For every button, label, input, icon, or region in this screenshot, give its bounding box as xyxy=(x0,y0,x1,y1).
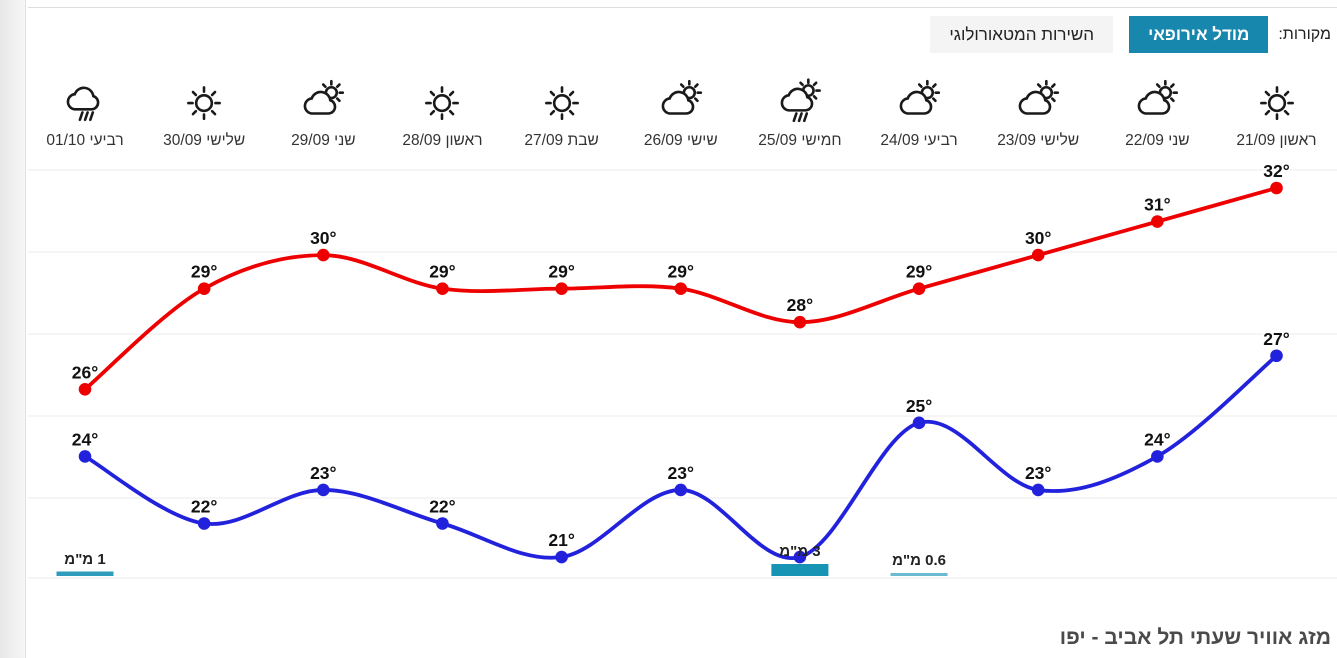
low-temp-label: 22° xyxy=(191,497,217,517)
day-column: שישי 26/09 xyxy=(626,76,736,162)
day-column: ראשון 21/09 xyxy=(1222,76,1332,162)
tab-european-model[interactable]: מודל אירופאי xyxy=(1129,16,1269,53)
precipitation-bar xyxy=(56,571,114,576)
low-temp-label: 25° xyxy=(906,396,932,416)
page-scrollbar[interactable] xyxy=(0,0,26,658)
sunny-icon xyxy=(1259,86,1294,121)
precipitation-bar xyxy=(771,564,829,576)
sources-header: מקורות: מודל אירופאי השירות המטאורולוגי xyxy=(914,16,1331,53)
day-date-label: שישי 26/09 xyxy=(643,132,718,149)
high-temp-point[interactable] xyxy=(197,282,211,295)
day-date-label: שלישי 23/09 xyxy=(997,132,1080,149)
high-temp-point[interactable] xyxy=(555,282,568,295)
low-temp-point[interactable] xyxy=(78,450,92,463)
top-divider xyxy=(28,7,1337,8)
rain-icon xyxy=(66,86,100,122)
low-temp-label: 23° xyxy=(1025,463,1051,483)
day-column: שבת 27/09 xyxy=(507,76,617,162)
low-temp-label: 23° xyxy=(668,463,694,483)
high-temp-point[interactable] xyxy=(1031,248,1045,262)
partly-cloudy-icon xyxy=(1137,79,1179,115)
day-date-label: שבת 27/09 xyxy=(524,132,599,149)
low-temp-point[interactable] xyxy=(436,517,449,530)
sources-label: מקורות: xyxy=(1278,25,1331,43)
high-temp-point[interactable] xyxy=(793,315,807,329)
low-temp-label: 24° xyxy=(72,429,98,449)
day-date-label: רביעי 24/09 xyxy=(880,132,958,149)
day-date-label: ראשון 28/09 xyxy=(402,132,483,149)
day-date-label: חמישי 25/09 xyxy=(758,132,842,149)
low-temp-label: 27° xyxy=(1263,329,1289,349)
tab-meteorological-service[interactable]: השירות המטאורולוגי xyxy=(930,16,1114,53)
low-temp-point[interactable] xyxy=(912,416,926,430)
high-temp-label: 31° xyxy=(1144,195,1170,215)
precipitation-bar xyxy=(890,573,948,576)
low-temp-point[interactable] xyxy=(1151,450,1164,463)
partly-cloudy-icon xyxy=(899,79,941,115)
sunny-icon xyxy=(187,86,222,121)
day-date-label: שלישי 30/09 xyxy=(163,132,246,149)
day-date-label: שני 29/09 xyxy=(291,132,356,149)
gridlines xyxy=(28,169,1337,579)
low-temp-label: 23° xyxy=(310,463,336,483)
partly-cloudy-icon xyxy=(303,79,345,115)
sunny-icon xyxy=(425,86,460,121)
day-column: רביעי 24/09 xyxy=(864,76,974,162)
high-temp-label: 29° xyxy=(191,262,217,282)
low-temp-label: 21° xyxy=(548,530,574,550)
low-temp-point[interactable] xyxy=(793,550,807,564)
high-temp-label: 28° xyxy=(787,295,813,315)
day-column: שלישי 30/09 xyxy=(149,76,259,162)
high-temp-label: 30° xyxy=(1025,228,1051,248)
day-column: שני 22/09 xyxy=(1102,76,1212,162)
sun-shower-icon xyxy=(780,78,821,123)
high-temp-point[interactable] xyxy=(317,248,330,262)
day-column: חמישי 25/09 xyxy=(745,76,855,162)
low-temp-point[interactable] xyxy=(197,517,211,530)
day-column: ראשון 28/09 xyxy=(387,76,497,162)
sunny-icon xyxy=(544,86,579,121)
low-temp-label: 24° xyxy=(1144,429,1170,449)
day-date-label: ראשון 21/09 xyxy=(1236,132,1317,149)
partly-cloudy-icon xyxy=(661,79,702,115)
high-temp-label: 32° xyxy=(1263,161,1289,181)
high-temp-label: 29° xyxy=(906,262,932,282)
low-temp-point[interactable] xyxy=(1031,483,1045,497)
high-temp-label: 29° xyxy=(668,262,694,282)
partly-cloudy-icon xyxy=(1018,79,1060,115)
low-temp-point[interactable] xyxy=(317,483,330,497)
low-temp-point[interactable] xyxy=(1270,349,1283,363)
day-date-label: רביעי 01/10 xyxy=(46,132,124,149)
high-temp-label: 30° xyxy=(310,228,336,248)
high-temp-point[interactable] xyxy=(912,282,926,295)
high-temp-point[interactable] xyxy=(1270,181,1283,195)
high-temp-label: 29° xyxy=(429,262,455,282)
low-temp-point[interactable] xyxy=(555,550,568,564)
high-temp-point[interactable] xyxy=(1151,215,1164,228)
high-temp-point[interactable] xyxy=(436,282,449,295)
high-temp-point[interactable] xyxy=(674,282,688,295)
high-temp-point[interactable] xyxy=(78,383,92,396)
day-column: שני 29/09 xyxy=(268,76,378,162)
day-date-label: שני 22/09 xyxy=(1125,132,1190,149)
high-temp-label: 29° xyxy=(548,262,574,282)
low-temp-label: 22° xyxy=(429,497,455,517)
low-temp-line xyxy=(83,353,1279,561)
day-column: רביעי 01/10 xyxy=(30,76,140,162)
day-column: שלישי 23/09 xyxy=(983,76,1093,162)
page-title: מזג אוויר שעתי תל אביב - יפו xyxy=(1059,626,1331,649)
high-temp-label: 26° xyxy=(72,362,98,382)
low-temp-point[interactable] xyxy=(674,483,688,497)
